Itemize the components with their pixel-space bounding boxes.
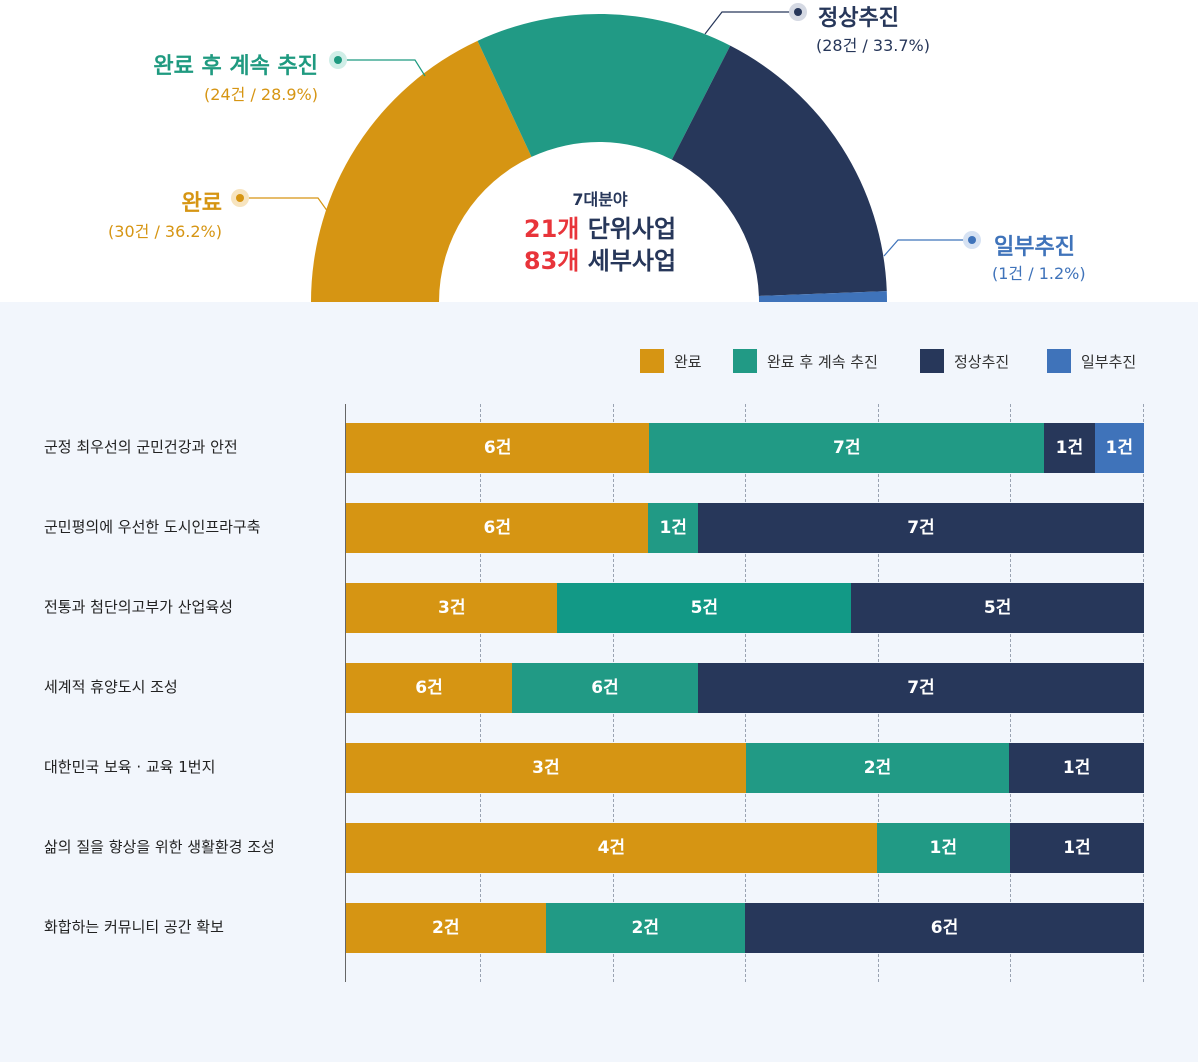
bar-segment-label: 6건 (483, 518, 511, 538)
bar-segment-normal: 7건 (697, 663, 1144, 713)
bar-segment-label: 1건 (1063, 838, 1091, 858)
donut-center-unit-projects: 21개 단위사업 (450, 209, 750, 244)
bar-segment-normal: 1건 (1044, 423, 1095, 473)
bar-segment-done: 6건 (346, 663, 512, 713)
bar-segment-done_continue: 2건 (545, 903, 745, 953)
legend-item-normal: 정상추진 (920, 348, 1009, 374)
bar-segment-partial: 1건 (1094, 423, 1144, 473)
unit-count: 21개 (523, 215, 580, 243)
leader-dot-normal (794, 8, 802, 16)
bar-segment-done: 4건 (346, 823, 877, 873)
leader-dot-done (236, 194, 244, 202)
legend-item-done-continue: 완료 후 계속 추진 (733, 348, 878, 374)
slice-detail-partial: (1건 / 1.2%) (992, 264, 1086, 283)
bar-segment-normal: 6건 (745, 903, 1144, 953)
slice-label-normal: 정상추진 (818, 6, 899, 31)
bar-segment-label: 4건 (597, 838, 626, 858)
bar-segment-done_continue: 7건 (649, 423, 1045, 473)
legend-label-done-continue: 완료 후 계속 추진 (767, 352, 878, 371)
donut-center-detail-projects: 83개 세부사업 (450, 241, 750, 276)
bar-segment-done_continue: 6건 (511, 663, 698, 713)
bar-segment-label: 7건 (907, 518, 935, 538)
leader-line-done_continue (338, 59, 426, 77)
donut-chart (0, 14, 1198, 312)
slice-detail-done: (30건 / 36.2%) (108, 222, 222, 241)
donut-center-title: 7대분야 (572, 190, 628, 209)
bar-segment-label: 2건 (631, 918, 659, 938)
slice-detail-done-continue: (24건 / 28.9%) (204, 85, 318, 104)
category-label: 전통과 첨단의고부가 산업육성 (44, 598, 233, 616)
donut-leader-lines (231, 3, 981, 257)
bar-segment-label: 3건 (532, 758, 560, 778)
bar-segment-done_continue: 1건 (648, 503, 698, 553)
slice-label-done-continue: 완료 후 계속 추진 (153, 54, 318, 79)
bar-segment-done: 3건 (346, 743, 746, 793)
bar-segment-label: 5건 (983, 598, 1012, 618)
bar-segment-label: 7건 (907, 678, 935, 698)
leader-line-done (240, 197, 329, 213)
bar-segment-label: 1건 (929, 838, 958, 858)
legend-swatch-partial (1047, 349, 1071, 373)
legend-item-partial: 일부추진 (1047, 348, 1136, 374)
bar-segment-done_continue: 2건 (745, 743, 1010, 793)
legend-item-done: 완료 (640, 348, 702, 374)
category-label: 화합하는 커뮤니티 공간 확보 (44, 918, 224, 936)
detail-label: 세부사업 (587, 247, 677, 275)
chart-legend: 완료 완료 후 계속 추진 정상추진 일부추진 (0, 348, 1198, 374)
legend-swatch-done (640, 349, 664, 373)
bar-segment-normal: 5건 (851, 583, 1144, 633)
bar-segment-normal: 7건 (697, 503, 1144, 553)
bar-segment-done: 2건 (346, 903, 546, 953)
bar-segment-normal: 1건 (1009, 823, 1144, 873)
bar-segment-done_continue: 5건 (557, 583, 852, 633)
legend-label-normal: 정상추진 (954, 352, 1010, 371)
donut-slice-done (311, 40, 532, 302)
legend-label-partial: 일부추진 (1081, 352, 1137, 371)
bar-segment-label: 6건 (591, 678, 619, 698)
slice-label-partial: 일부추진 (994, 235, 1075, 260)
bar-segment-label: 1건 (1055, 438, 1084, 458)
bar-segment-done: 6건 (346, 503, 649, 553)
donut-slice-normal (671, 45, 887, 296)
bar-segment-label: 2건 (863, 758, 892, 778)
bar-segment-label: 6건 (930, 918, 959, 938)
bar-segment-label: 6건 (415, 678, 443, 698)
bar-segment-normal: 1건 (1009, 743, 1144, 793)
donut-baseline-cover (0, 302, 1198, 312)
category-label: 대한민국 보육 · 교육 1번지 (44, 758, 216, 776)
bar-segment-label: 6건 (483, 438, 512, 458)
bar-segment-label: 1건 (1105, 438, 1133, 458)
slice-detail-normal: (28건 / 33.7%) (816, 36, 930, 55)
legend-label-done: 완료 (674, 352, 702, 371)
category-label: 군정 최우선의 군민건강과 안전 (44, 438, 238, 456)
bar-segment-label: 1건 (1062, 758, 1091, 778)
leader-dot-done_continue (334, 56, 342, 64)
leader-line-normal (704, 11, 798, 35)
legend-swatch-done-continue (733, 349, 757, 373)
category-axis (345, 404, 346, 982)
bar-segment-label: 2건 (432, 918, 460, 938)
bar-segment-label: 3건 (438, 598, 466, 618)
slice-label-done: 완료 (181, 191, 222, 216)
bar-segment-done: 3건 (346, 583, 558, 633)
legend-swatch-normal (920, 349, 944, 373)
bar-segment-done: 6건 (346, 423, 650, 473)
donut-slice-partial (758, 291, 887, 302)
unit-label: 단위사업 (587, 215, 677, 243)
detail-count: 83개 (523, 247, 580, 275)
bar-segment-label: 7건 (833, 438, 861, 458)
bar-segment-done_continue: 1건 (876, 823, 1010, 873)
bar-segment-label: 1건 (659, 518, 687, 538)
donut-slice-done_continue (477, 14, 731, 160)
category-label: 삶의 질을 향상을 위한 생활환경 조성 (44, 838, 275, 856)
category-label: 군민평의에 우선한 도시인프라구축 (44, 518, 261, 536)
category-label: 세계적 휴양도시 조성 (44, 678, 178, 696)
bar-segment-label: 5건 (690, 598, 719, 618)
leader-line-partial (883, 239, 972, 257)
leader-dot-partial (968, 236, 976, 244)
